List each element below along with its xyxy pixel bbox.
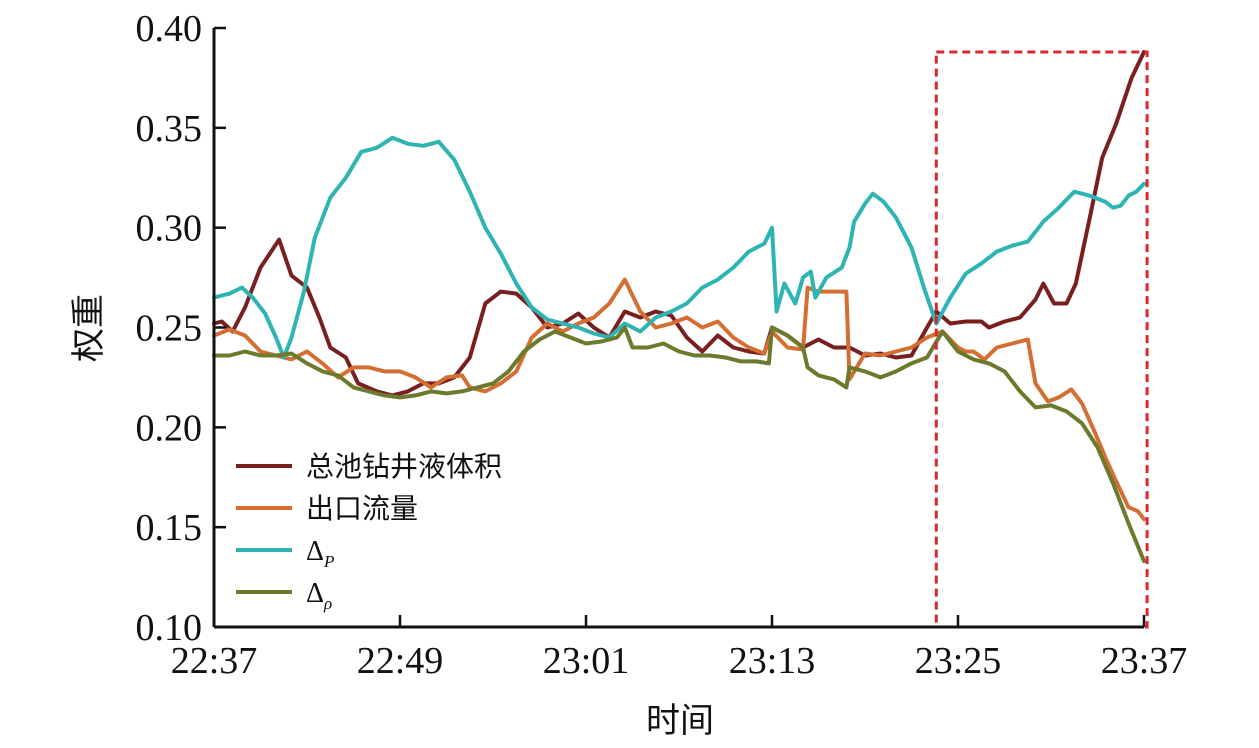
x-tick-label-5: 23:25 bbox=[915, 640, 1002, 682]
legend-label-2: 出口流量 bbox=[306, 492, 418, 525]
legend-label-text-2: 出口流量 bbox=[306, 492, 418, 525]
legend-label-subscript-3: P bbox=[323, 552, 334, 571]
y-tick-label-6: 0.15 bbox=[136, 507, 203, 549]
y-tick-label-2: 0.35 bbox=[136, 108, 203, 150]
x-tick-label-1: 22:37 bbox=[171, 640, 258, 682]
y-tick-label-7: 0.10 bbox=[136, 607, 203, 649]
legend-label-text-4: Δ bbox=[306, 578, 324, 609]
series-layer bbox=[212, 50, 1146, 564]
series-line-4 bbox=[212, 325, 1146, 564]
legend-label-1: 总池钻井液体积 bbox=[306, 450, 502, 483]
y-tick-label-5: 0.20 bbox=[136, 407, 203, 449]
y-tick-label-3: 0.30 bbox=[136, 208, 203, 250]
legend-label-subscript-4: ρ bbox=[323, 594, 332, 613]
x-tick-label-3: 23:01 bbox=[543, 640, 630, 682]
x-tick-label-4: 23:13 bbox=[729, 640, 816, 682]
legend-label-text-3: Δ bbox=[306, 536, 324, 567]
y-tick-label-1: 0.40 bbox=[136, 8, 203, 50]
legend-label-4: Δρ bbox=[306, 578, 332, 613]
y-axis-title: 权重 bbox=[69, 294, 109, 362]
series-line-2 bbox=[212, 277, 1146, 522]
series-line-3 bbox=[212, 135, 1146, 360]
legend-label-text-1: 总池钻井液体积 bbox=[306, 450, 502, 483]
highlight-box bbox=[934, 50, 1149, 629]
series-line-1 bbox=[212, 50, 1146, 398]
x-tick-label-6: 23:37 bbox=[1101, 640, 1188, 682]
x-axis-title: 时间 bbox=[646, 701, 714, 741]
x-tick-label-2: 22:49 bbox=[357, 640, 444, 682]
legend-label-3: ΔP bbox=[306, 536, 334, 571]
y-tick-label-4: 0.25 bbox=[136, 308, 203, 350]
